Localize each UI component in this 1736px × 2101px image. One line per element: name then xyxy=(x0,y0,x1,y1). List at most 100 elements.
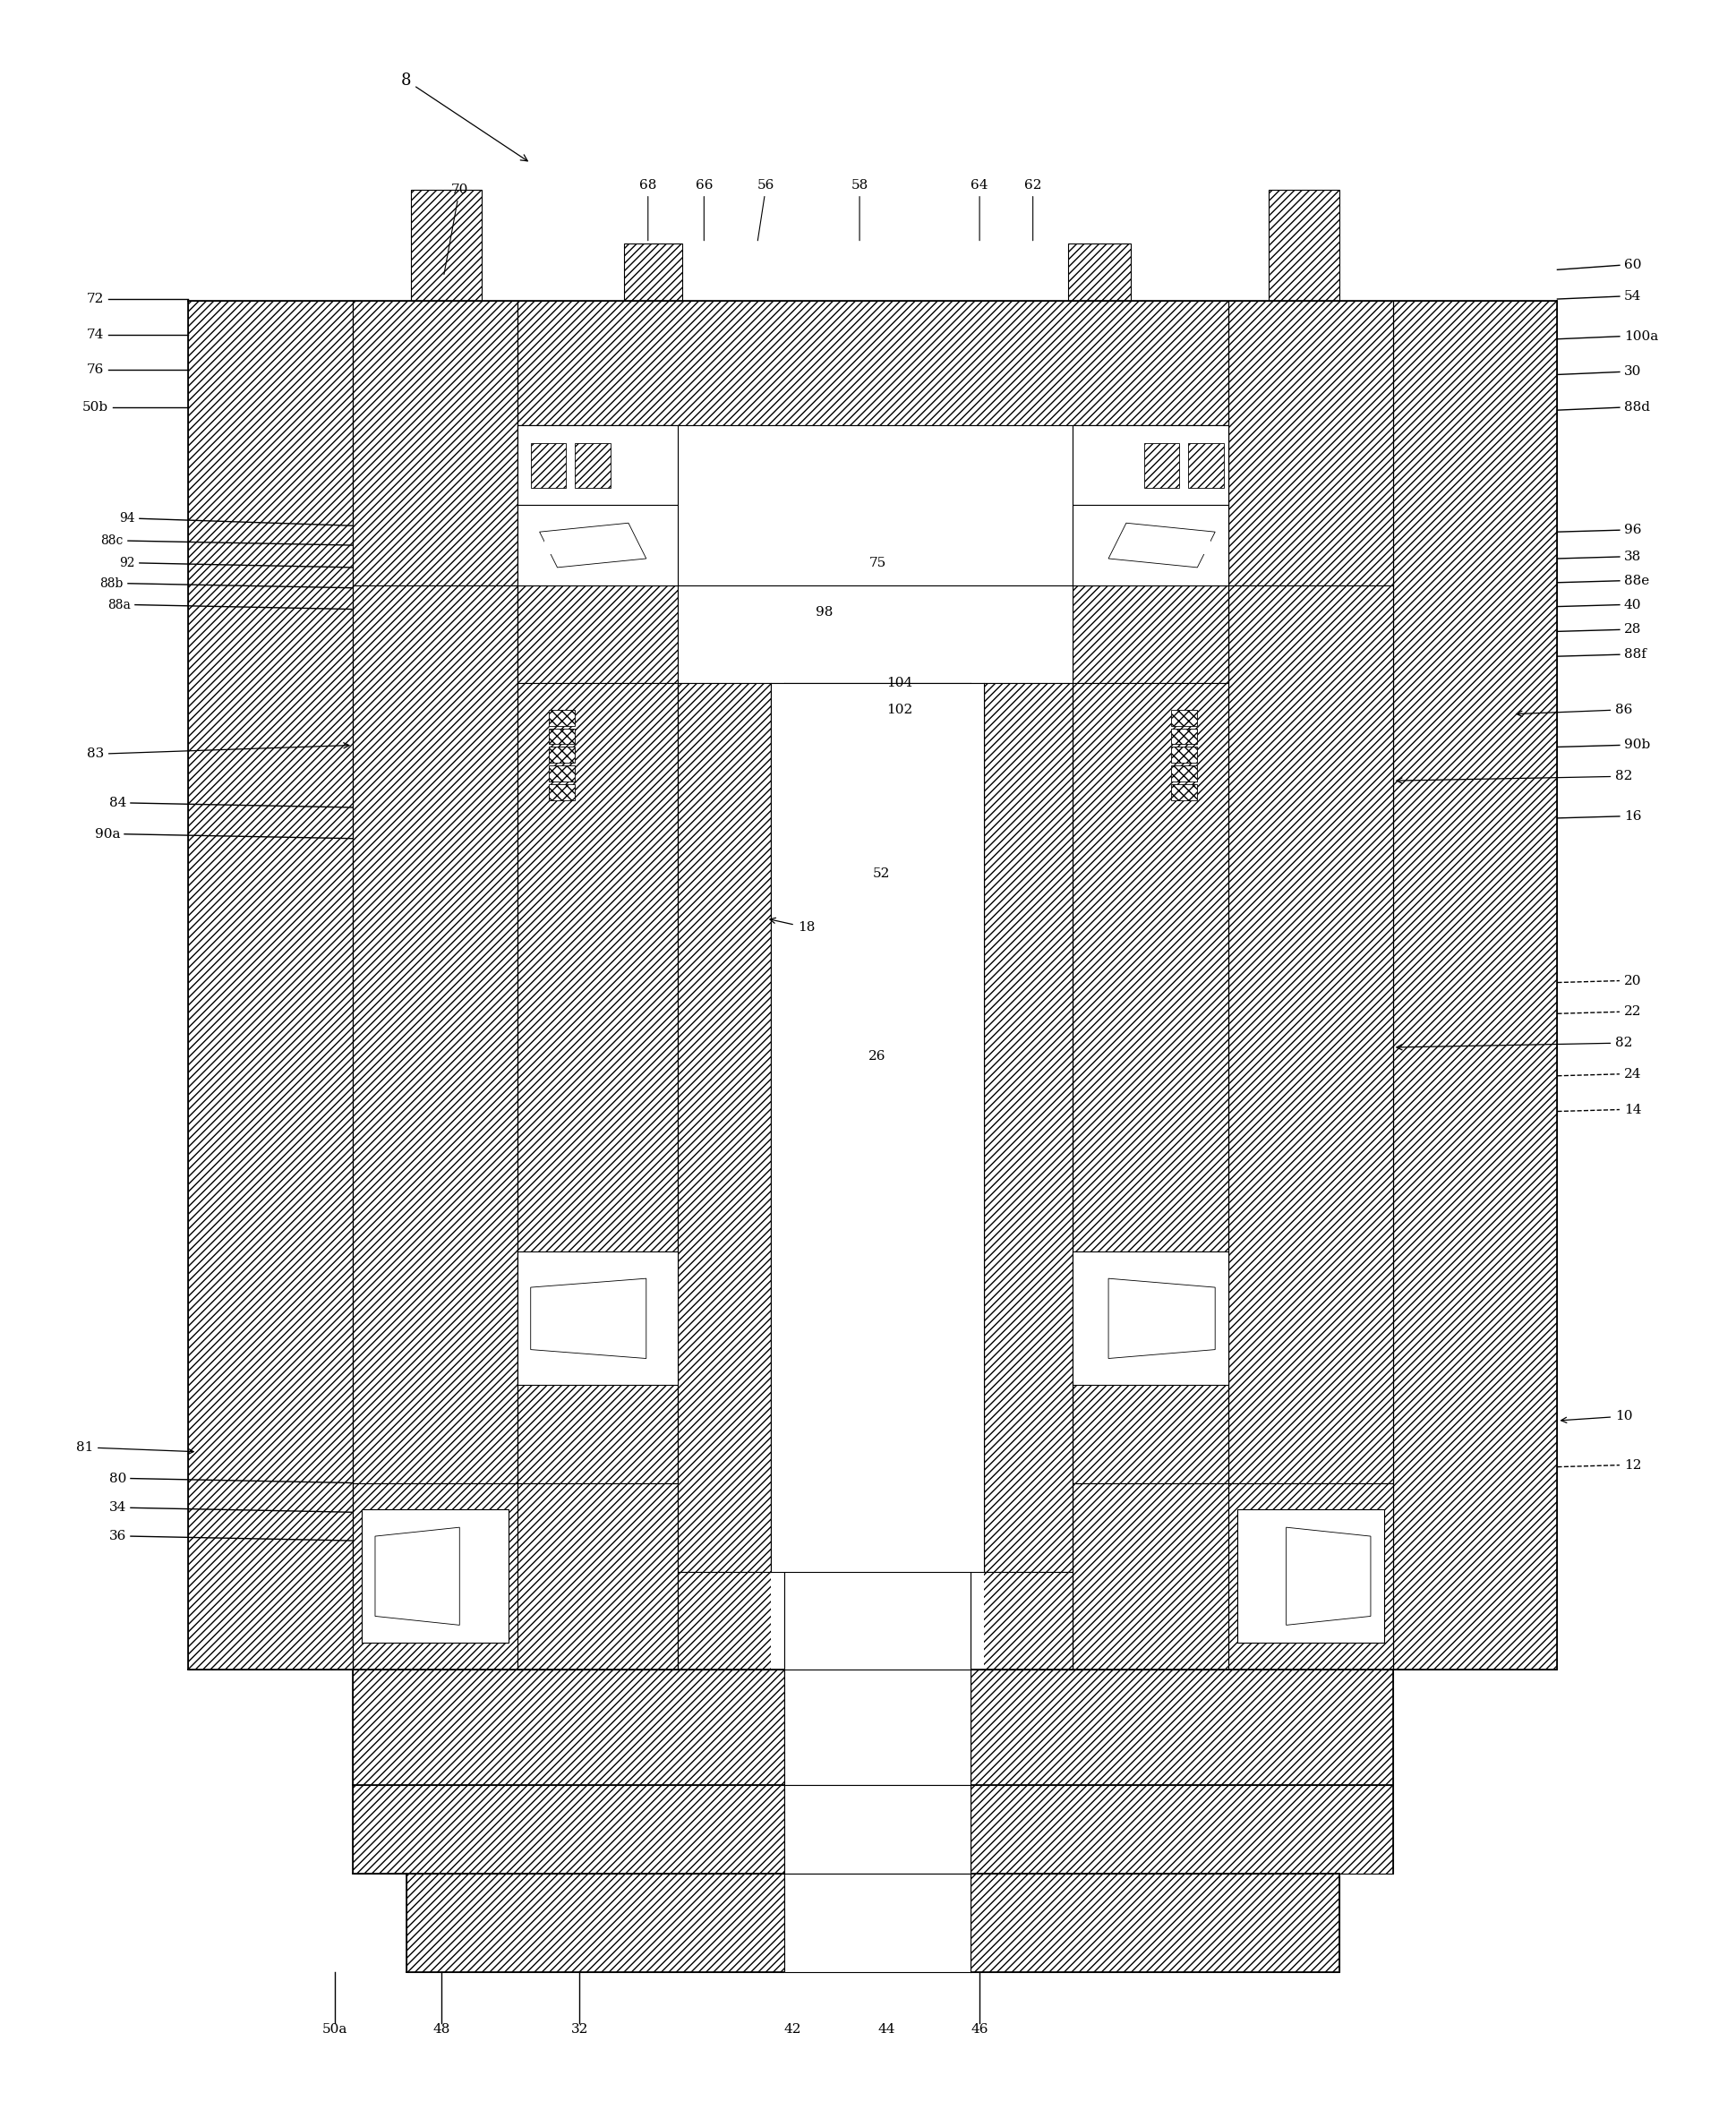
Text: 50b: 50b xyxy=(82,401,108,414)
Bar xyxy=(1073,424,1229,683)
Bar xyxy=(517,504,677,586)
Text: 88b: 88b xyxy=(101,578,123,590)
Text: 92: 92 xyxy=(120,557,135,569)
Bar xyxy=(406,1874,1340,1971)
Text: 96: 96 xyxy=(1623,523,1642,536)
Bar xyxy=(785,1786,970,1874)
Text: 98: 98 xyxy=(816,605,833,618)
Polygon shape xyxy=(1286,1527,1371,1624)
Text: 66: 66 xyxy=(696,179,713,242)
Text: 74: 74 xyxy=(87,328,104,340)
Bar xyxy=(517,1483,677,1670)
Polygon shape xyxy=(540,523,646,567)
Text: 90b: 90b xyxy=(1623,740,1651,752)
Bar xyxy=(1170,729,1198,744)
Text: 20: 20 xyxy=(1623,975,1642,987)
Bar xyxy=(517,300,1229,424)
Text: 48: 48 xyxy=(432,2023,450,2036)
Bar xyxy=(1118,1296,1207,1340)
Bar xyxy=(543,536,623,555)
Text: 56: 56 xyxy=(757,179,774,242)
Bar xyxy=(575,443,611,487)
Bar xyxy=(1170,710,1198,725)
Bar xyxy=(1068,244,1130,300)
Text: 81: 81 xyxy=(76,1441,194,1454)
Bar xyxy=(771,683,984,1670)
Text: 52: 52 xyxy=(873,868,891,880)
Text: 90a: 90a xyxy=(94,828,120,840)
Text: 82: 82 xyxy=(1397,771,1632,784)
Bar xyxy=(549,710,575,725)
Bar xyxy=(1229,300,1392,586)
Text: 54: 54 xyxy=(1623,290,1641,303)
Text: 88d: 88d xyxy=(1623,401,1649,414)
Text: 40: 40 xyxy=(1623,599,1642,611)
Bar xyxy=(1130,536,1210,555)
Bar xyxy=(189,300,352,1670)
Text: 88f: 88f xyxy=(1623,649,1646,662)
Bar xyxy=(352,1483,517,1670)
Text: 88c: 88c xyxy=(101,534,123,546)
Text: 72: 72 xyxy=(87,292,104,305)
Text: 36: 36 xyxy=(109,1530,127,1542)
Text: 44: 44 xyxy=(877,2023,896,2036)
Text: 80: 80 xyxy=(109,1473,127,1485)
Text: 32: 32 xyxy=(571,2023,589,2036)
Text: 104: 104 xyxy=(887,677,913,689)
Bar xyxy=(677,1572,1073,1670)
Bar xyxy=(352,586,517,1483)
Polygon shape xyxy=(1109,1280,1215,1359)
Bar xyxy=(352,1670,1392,1786)
Bar xyxy=(517,424,677,683)
Text: 60: 60 xyxy=(1623,258,1642,271)
Text: 26: 26 xyxy=(868,1050,885,1063)
Text: 84: 84 xyxy=(109,796,127,809)
Text: 34: 34 xyxy=(109,1502,127,1515)
Text: 58: 58 xyxy=(851,179,868,242)
Text: 28: 28 xyxy=(1623,624,1641,637)
Bar xyxy=(677,586,1073,683)
Bar xyxy=(1170,765,1198,782)
Text: 42: 42 xyxy=(785,2023,802,2036)
Bar xyxy=(1170,784,1198,800)
Bar xyxy=(1073,586,1229,683)
Bar xyxy=(517,424,677,504)
Text: 76: 76 xyxy=(87,363,104,376)
Text: 18: 18 xyxy=(769,918,814,933)
Text: 24: 24 xyxy=(1623,1067,1642,1080)
Bar xyxy=(785,683,970,1937)
Bar xyxy=(1189,443,1224,487)
Text: 16: 16 xyxy=(1623,811,1642,824)
Bar xyxy=(785,1670,970,1786)
Bar xyxy=(411,189,483,300)
Bar xyxy=(785,1670,970,2053)
Bar xyxy=(517,1252,677,1385)
Polygon shape xyxy=(531,1280,646,1359)
Bar xyxy=(549,729,575,744)
Bar xyxy=(623,244,682,300)
Text: 102: 102 xyxy=(887,704,913,716)
Bar xyxy=(1170,748,1198,763)
Bar xyxy=(361,1509,509,1643)
Polygon shape xyxy=(1109,523,1215,567)
Text: 10: 10 xyxy=(1561,1410,1634,1422)
Bar xyxy=(677,424,1073,586)
Bar xyxy=(1073,1483,1229,1670)
Bar xyxy=(1073,424,1229,504)
Bar xyxy=(1238,1509,1384,1643)
Text: 70: 70 xyxy=(444,183,469,275)
Bar xyxy=(549,765,575,782)
Text: 94: 94 xyxy=(120,513,135,525)
Text: 62: 62 xyxy=(1024,179,1042,242)
Text: 22: 22 xyxy=(1623,1006,1642,1019)
Text: 75: 75 xyxy=(868,557,885,569)
Bar xyxy=(549,784,575,800)
Text: 83: 83 xyxy=(87,744,349,761)
Text: 50a: 50a xyxy=(323,2023,347,2036)
Bar xyxy=(517,683,677,1483)
Text: 88a: 88a xyxy=(108,599,130,611)
Bar xyxy=(1229,1483,1392,1670)
Polygon shape xyxy=(375,1527,460,1624)
Bar xyxy=(1269,189,1340,300)
Text: 68: 68 xyxy=(639,179,656,242)
